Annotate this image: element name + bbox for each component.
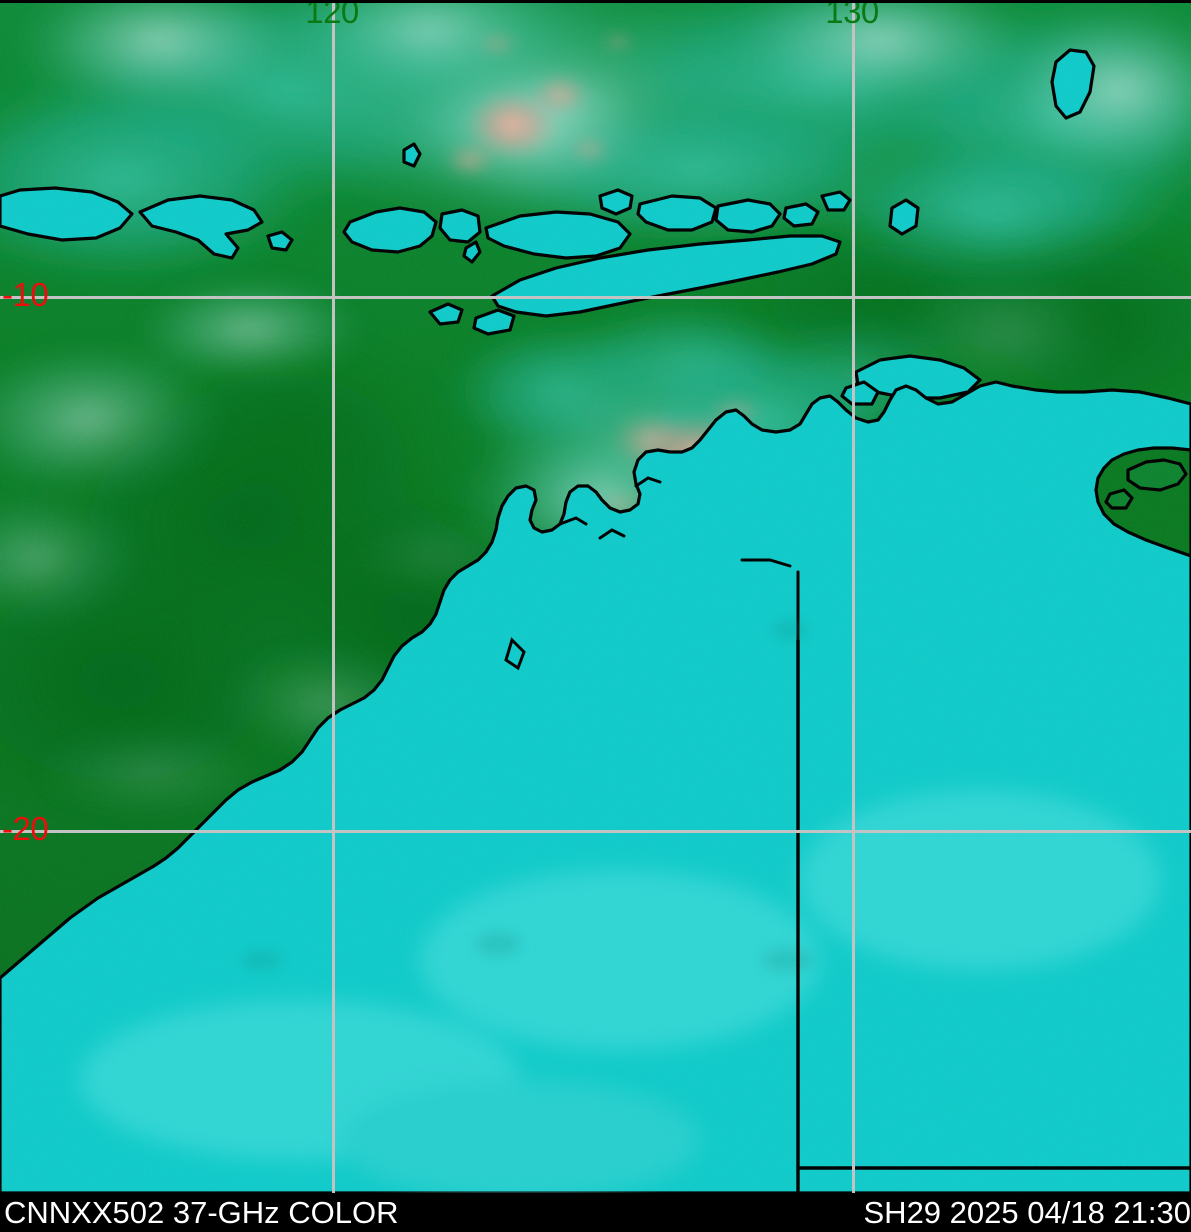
storm-timestamp-label: SH29 2025 04/18 21:30 — [863, 1195, 1191, 1230]
product-title-label: CNNXX502 37-GHz COLOR — [4, 1195, 399, 1230]
frame-top-border — [0, 0, 1191, 3]
satellite-raster — [0, 0, 1191, 1193]
caption-bar: CNNXX502 37-GHz COLOR SH29 2025 04/18 21… — [0, 1193, 1191, 1232]
satellite-image-canvas[interactable]: -10 -20 120 130 — [0, 0, 1191, 1193]
